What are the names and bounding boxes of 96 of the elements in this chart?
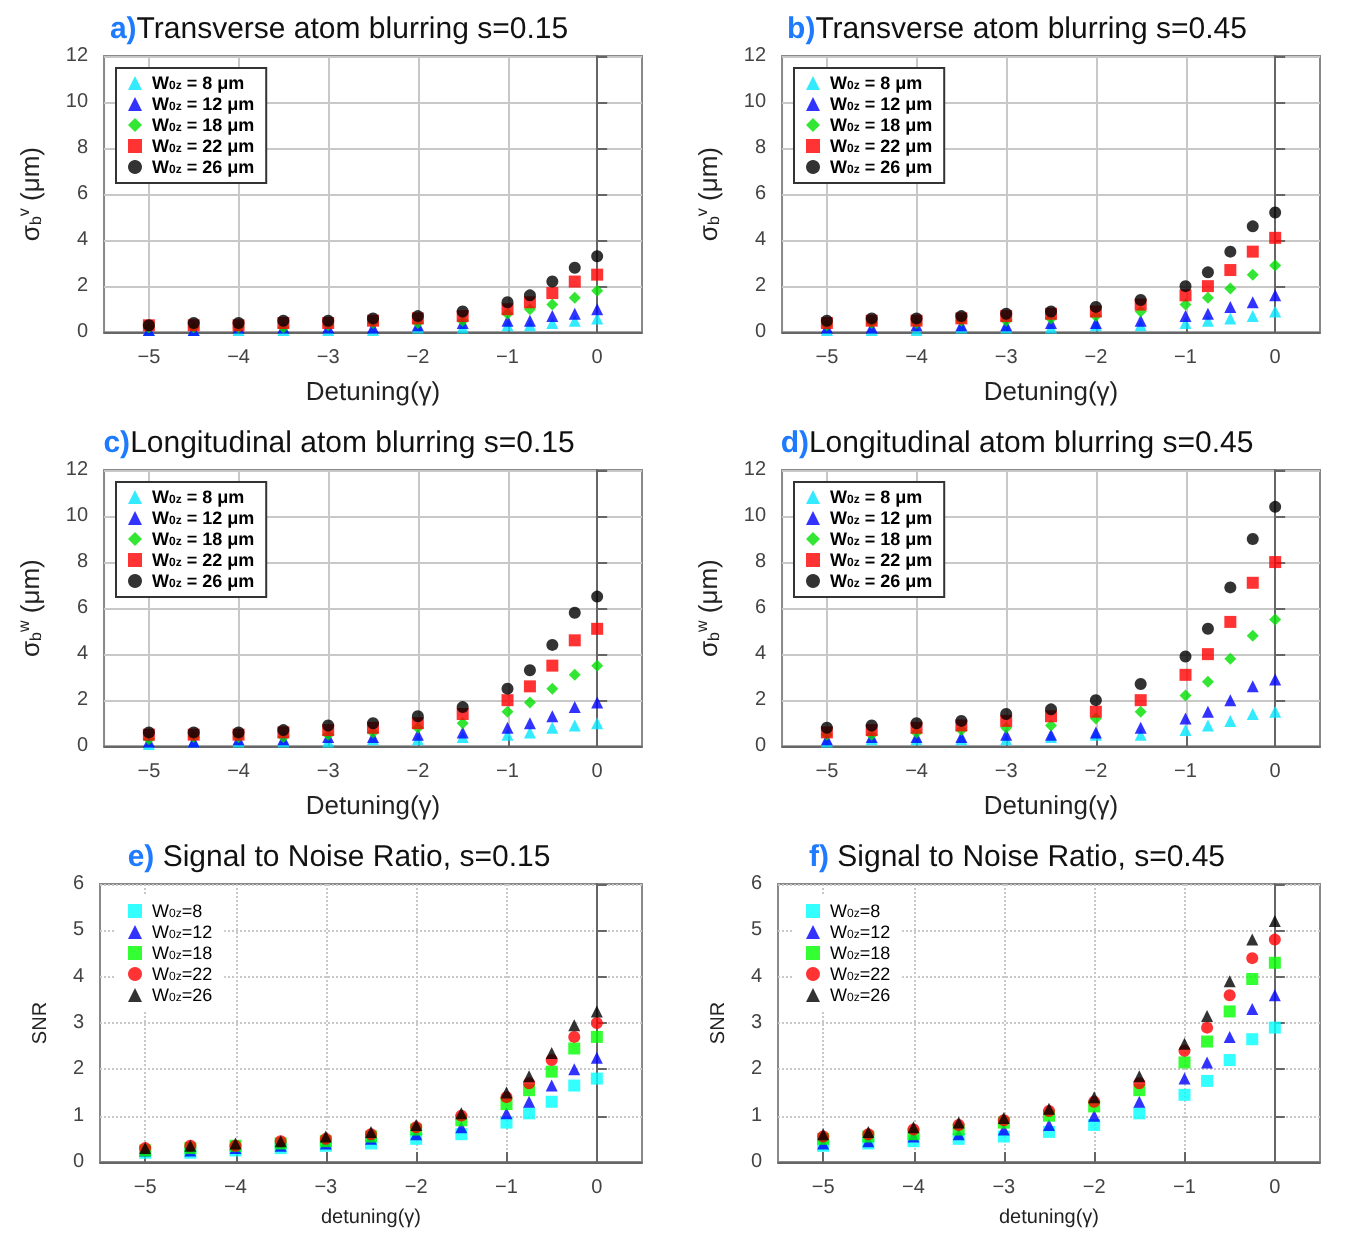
y-tick-label: 5	[750, 919, 763, 942]
x-tick-label: −1	[1174, 347, 1198, 370]
x-tick-label: −3	[994, 761, 1019, 784]
y-tick-label: 2	[750, 1058, 763, 1081]
chart-title: f) Signal to Noise Ratio, s=0.45	[808, 840, 1226, 874]
y-tick-label: 4	[754, 643, 767, 666]
y-tick-label: 0	[754, 321, 767, 344]
y-tick-label: 6	[750, 873, 763, 895]
x-tick-label: −3	[316, 347, 341, 370]
x-tick-label: −1	[496, 761, 520, 784]
x-axis-title: Detuning(γ)	[983, 790, 1119, 820]
x-tick-label: 0	[591, 347, 604, 370]
chart-title: b)Transverse atom blurring s=0.45	[787, 12, 1247, 46]
x-tick-label: −1	[1174, 761, 1198, 784]
chart-title: c)Longitudinal atom blurring s=0.15	[103, 426, 575, 460]
x-tick-label: −5	[137, 761, 162, 784]
y-tick-label: 1	[72, 1104, 85, 1127]
x-tick-label: −5	[811, 1177, 836, 1199]
y-tick-label: 2	[754, 689, 767, 712]
x-tick-label: −5	[815, 347, 840, 370]
y-tick-label: 2	[76, 689, 89, 712]
x-tick-label: −3	[994, 347, 1019, 370]
x-tick-label: −4	[224, 1177, 248, 1199]
x-tick-label: −4	[227, 347, 251, 370]
x-axis-title: Detuning(γ)	[983, 376, 1119, 406]
y-tick-label: 0	[76, 321, 89, 344]
x-tick-label: −2	[404, 1177, 429, 1199]
x-tick-label: −3	[314, 1177, 339, 1199]
y-tick-label: 6	[76, 597, 89, 620]
y-tick-label: 10	[743, 91, 767, 114]
y-tick-label: 12	[743, 45, 767, 67]
y-tick-label: 3	[72, 1012, 85, 1034]
y-tick-label: 5	[72, 919, 85, 942]
x-tick-label: −5	[815, 761, 840, 784]
x-tick-label: −2	[1084, 347, 1109, 370]
y-tick-label: 6	[754, 183, 767, 206]
y-tick-label: 0	[750, 1151, 763, 1173]
x-tick-label: −4	[902, 1177, 926, 1199]
x-tick-label: −2	[406, 347, 431, 370]
x-axis-title: Detuning(γ)	[305, 376, 441, 406]
y-tick-label: 10	[65, 91, 89, 114]
y-tick-label: 4	[72, 965, 85, 988]
y-axis-title: σbv (μm)	[693, 147, 723, 242]
x-axis-title: Detuning(γ)	[305, 790, 441, 820]
y-tick-label: 10	[743, 505, 767, 528]
x-tick-label: −3	[992, 1177, 1017, 1199]
y-axis-title: SNR	[708, 1001, 731, 1045]
x-tick-label: 0	[1269, 761, 1282, 784]
y-tick-label: 12	[743, 459, 767, 481]
y-axis-title: SNR	[30, 1001, 53, 1045]
y-tick-label: 8	[76, 137, 89, 160]
chart-title: a)Transverse atom blurring s=0.15	[109, 12, 569, 46]
y-tick-label: 8	[754, 137, 767, 160]
x-axis-title: detuning(γ)	[320, 1206, 422, 1229]
x-tick-label: 0	[1269, 1177, 1282, 1199]
x-tick-label: −2	[1084, 761, 1109, 784]
y-tick-label: 8	[754, 551, 767, 574]
y-tick-label: 0	[72, 1151, 85, 1173]
chart-title: e) Signal to Noise Ratio, s=0.15	[127, 840, 551, 874]
y-tick-label: 6	[76, 183, 89, 206]
y-tick-label: 1	[750, 1104, 763, 1127]
y-tick-label: 2	[754, 275, 767, 298]
x-tick-label: 0	[1269, 347, 1282, 370]
x-tick-label: −4	[227, 761, 251, 784]
x-tick-label: −4	[905, 761, 929, 784]
y-tick-label: 4	[750, 965, 763, 988]
x-tick-label: −2	[1082, 1177, 1107, 1199]
y-tick-label: 3	[750, 1012, 763, 1034]
y-tick-label: 2	[72, 1058, 85, 1081]
y-tick-label: 2	[76, 275, 89, 298]
y-tick-label: 12	[65, 459, 89, 481]
x-tick-label: 0	[591, 1177, 604, 1199]
y-tick-label: 4	[76, 229, 89, 252]
y-tick-label: 4	[754, 229, 767, 252]
x-tick-label: −1	[1173, 1177, 1197, 1199]
y-tick-label: 6	[72, 873, 85, 895]
y-axis-title: σbv (μm)	[15, 147, 45, 242]
y-tick-label: 6	[754, 597, 767, 620]
y-tick-label: 12	[65, 45, 89, 67]
y-tick-label: 0	[76, 735, 89, 758]
x-tick-label: −5	[133, 1177, 158, 1199]
y-tick-label: 8	[76, 551, 89, 574]
x-tick-label: −2	[406, 761, 431, 784]
x-tick-label: −1	[495, 1177, 519, 1199]
x-axis-title: detuning(γ)	[998, 1206, 1100, 1229]
x-tick-label: −1	[496, 347, 520, 370]
chart-title: d)Longitudinal atom blurring s=0.45	[780, 426, 1254, 460]
x-tick-label: −4	[905, 347, 929, 370]
y-axis-title: σbw (μm)	[15, 559, 45, 657]
y-tick-label: 0	[754, 735, 767, 758]
y-axis-title: σbw (μm)	[693, 559, 723, 657]
x-tick-label: −5	[137, 347, 162, 370]
y-tick-label: 10	[65, 505, 89, 528]
x-tick-label: −3	[316, 761, 341, 784]
y-tick-label: 4	[76, 643, 89, 666]
x-tick-label: 0	[591, 761, 604, 784]
